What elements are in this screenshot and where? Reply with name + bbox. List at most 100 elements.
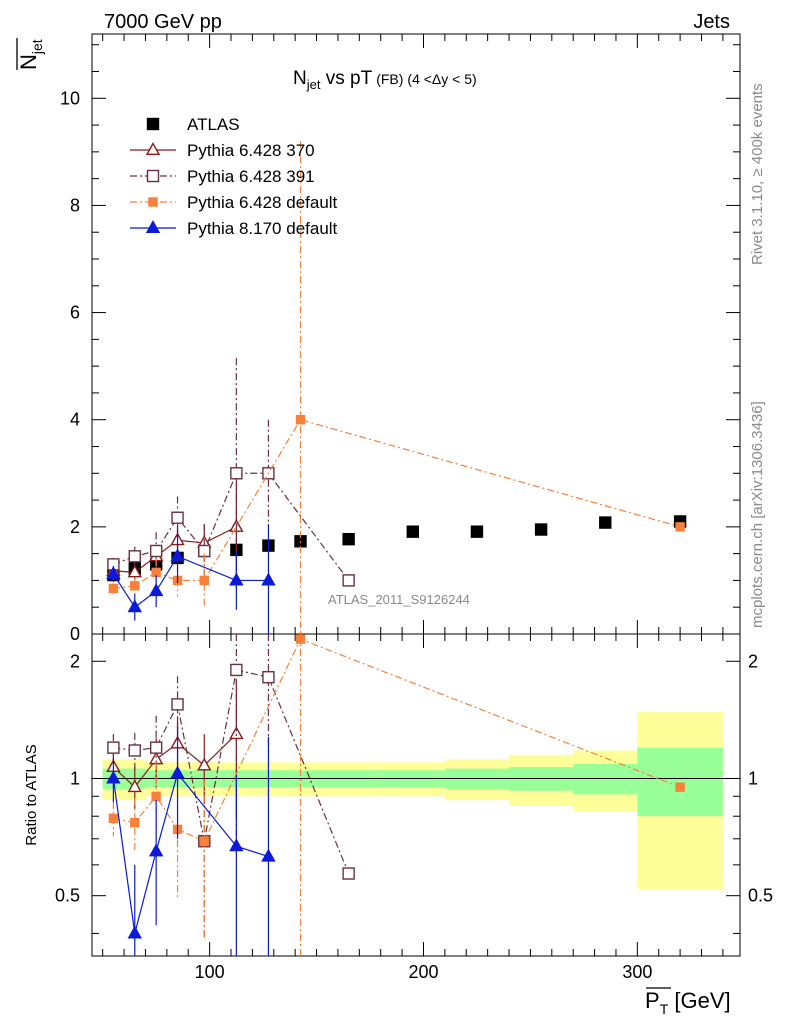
legend-marker — [145, 142, 161, 156]
plot-title: Njet vs pT (FB) (4 <Δy < 5) — [293, 68, 477, 92]
legend-entry-pythia6-default: Pythia 6.428 default — [130, 193, 338, 212]
main-data-point — [170, 548, 185, 562]
x-tick-labels: 100 200 300 — [195, 962, 653, 982]
main-series-line — [112, 555, 269, 609]
main-data-point — [534, 523, 548, 536]
main-data-point — [229, 572, 244, 586]
x-tick-label: 100 — [195, 962, 225, 982]
main-series-line — [113, 419, 681, 590]
main-data-point — [406, 525, 419, 538]
main-series-layer — [106, 141, 687, 634]
legend-label: Pythia 6.428 391 — [187, 167, 315, 186]
xlabel-text: P — [645, 988, 660, 1013]
ratio-y-tick-label-right: 2 — [748, 651, 758, 671]
main-data-point — [342, 532, 355, 546]
ylabel-main-subscript: jet — [29, 39, 45, 55]
main-data-point — [148, 583, 164, 597]
ratio-band-green — [573, 763, 638, 795]
main-y-tick-label: 2 — [70, 517, 80, 537]
ratio-data-point — [128, 744, 141, 757]
main-data-point — [599, 516, 612, 529]
ratio-data-point — [261, 848, 276, 862]
ratio-data-point — [108, 813, 119, 824]
legend-marker — [148, 197, 158, 207]
title-subscript: jet — [306, 77, 321, 92]
main-ylabel: Njet — [16, 38, 45, 70]
main-data-point — [130, 581, 140, 591]
main-data-point — [149, 544, 163, 558]
header-right: Jets — [693, 11, 730, 33]
main-y-tick-label: 10 — [60, 88, 80, 108]
title-range: (4 <Δy < 5) — [407, 71, 476, 87]
ratio-y-tick-label-left: 1 — [70, 768, 80, 788]
x-tick-label: 300 — [622, 962, 652, 982]
legend-entry-pythia6-370: Pythia 6.428 370 — [130, 141, 315, 160]
ratio-data-point — [127, 779, 142, 793]
mcplots-label: mcplots.cern.ch [arXiv:1306.3436] — [749, 401, 766, 628]
main-y-tick-label: 8 — [70, 195, 80, 215]
main-data-point — [199, 575, 209, 586]
ratio-data-point — [149, 741, 163, 754]
title-main: N — [293, 68, 307, 89]
main-data-point — [106, 566, 121, 580]
main-y-tick-label: 4 — [70, 410, 80, 430]
main-data-point — [470, 525, 484, 538]
ratio-y-tick-label-right: 1 — [748, 768, 758, 788]
ratio-data-point — [675, 782, 685, 792]
ratio-data-point — [171, 698, 184, 711]
ratio-data-point — [229, 726, 244, 740]
x-tick-label: 200 — [408, 962, 438, 982]
ylabel-main-text: N — [16, 54, 41, 70]
xlabel-subscript: T — [660, 1001, 669, 1017]
legend-entry-pythia6-391: Pythia 6.428 391 — [130, 167, 315, 186]
legend-marker — [146, 117, 160, 131]
legend: ATLAS Pythia 6.428 370 Pythia 6.428 391 … — [130, 115, 338, 238]
title-rest: vs pT — [320, 68, 372, 89]
main-y-tick-label: 6 — [70, 303, 80, 323]
ratio-data-point — [199, 836, 209, 846]
main-data-point — [128, 550, 141, 563]
main-data-point — [108, 583, 119, 594]
svg-text:PT [GeV]: PT [GeV] — [645, 988, 731, 1017]
ratio-data-point — [107, 741, 120, 754]
ratio-data-point — [151, 791, 161, 801]
main-data-point — [295, 415, 306, 425]
ratio-series-line — [112, 733, 237, 789]
svg-text:Njet: Njet — [16, 39, 45, 70]
legend-label: Pythia 6.428 370 — [187, 141, 315, 160]
xlabel-unit: [GeV] — [668, 988, 730, 1013]
ratio-ylabel: Ratio to ATLAS — [23, 744, 40, 845]
main-data-point — [171, 511, 184, 524]
main-y-tick-label: 0 — [70, 624, 80, 644]
ratio-data-point — [148, 843, 164, 857]
ratio-data-point — [130, 817, 140, 828]
ratio-data-point — [106, 770, 121, 784]
ratio-data-point — [295, 634, 306, 644]
ratio-plot-frame — [91, 633, 741, 957]
ratio-band-green — [637, 747, 723, 817]
legend-marker — [146, 169, 160, 183]
ratio-series-layer — [106, 634, 685, 956]
axis-ticks — [92, 34, 740, 956]
ratio-data-point — [229, 838, 244, 852]
legend-marker — [145, 220, 161, 234]
legend-label: Pythia 8.170 default — [187, 219, 338, 238]
main-data-point — [675, 522, 685, 532]
ratio-y-tick-labels: 0.5 1 2 0.5 1 2 — [55, 651, 773, 905]
legend-label: Pythia 6.428 default — [187, 193, 338, 212]
ratio-data-point — [342, 867, 355, 880]
ratio-y-tick-label-right: 0.5 — [748, 886, 773, 906]
x-axis-label: PT [GeV] — [645, 987, 731, 1017]
main-y-tick-labels: 0 2 4 6 8 10 — [60, 88, 80, 644]
main-series-line — [113, 472, 350, 581]
rivet-label: Rivet 3.1.10, ≥ 400k events — [749, 83, 766, 265]
ratio-y-tick-label-left: 2 — [70, 651, 80, 671]
main-data-point — [127, 599, 142, 613]
ratio-data-point — [230, 663, 243, 677]
main-data-point — [342, 574, 355, 587]
analysis-id: ATLAS_2011_S9126244 — [328, 592, 470, 607]
main-data-point — [230, 467, 243, 480]
ratio-data-point — [262, 671, 275, 684]
title-fb: (FB) — [376, 71, 403, 87]
